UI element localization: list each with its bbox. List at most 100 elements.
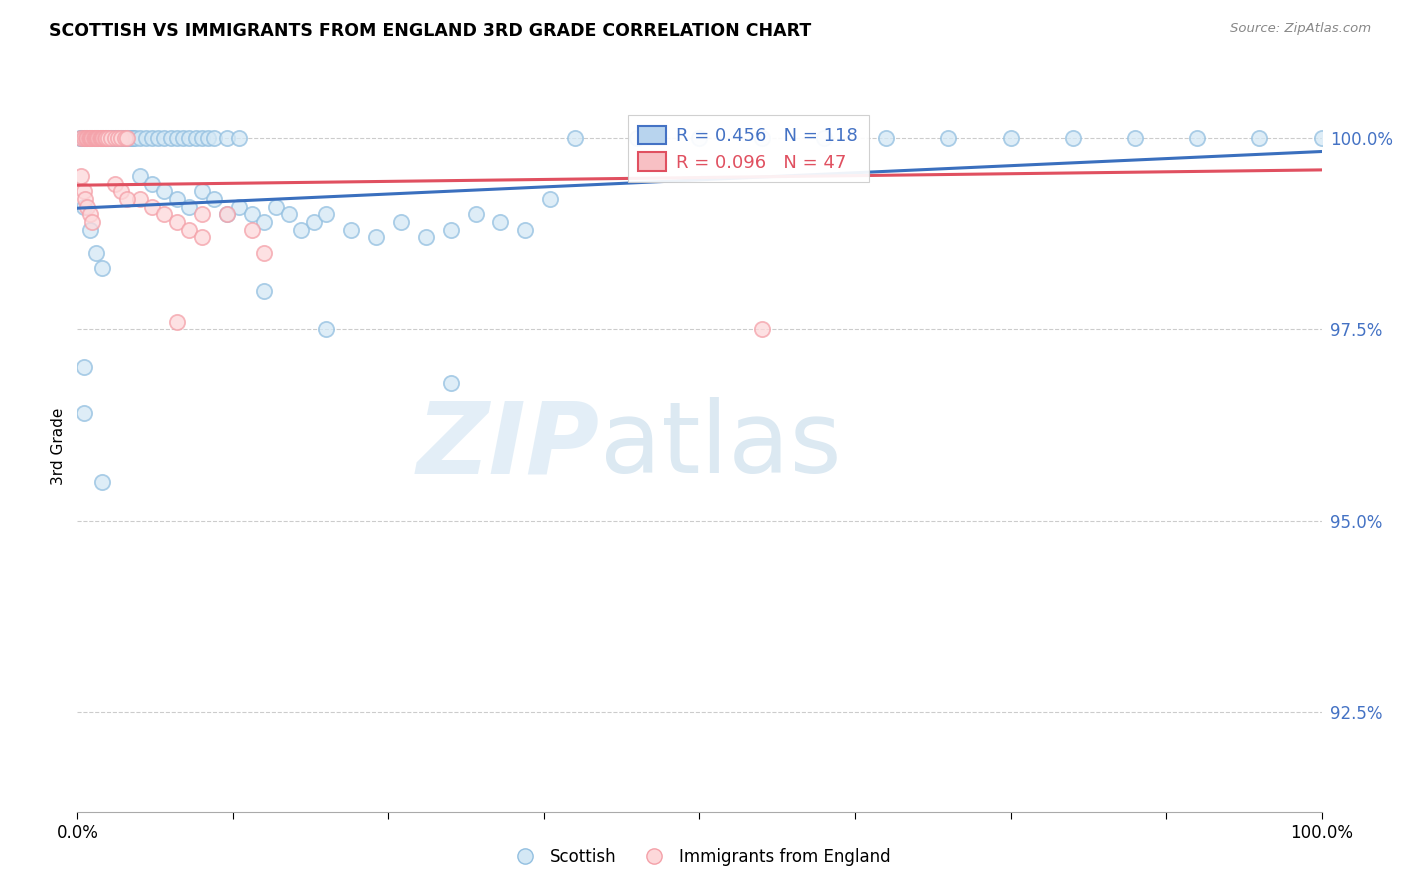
Y-axis label: 3rd Grade: 3rd Grade bbox=[51, 408, 66, 484]
Point bbox=[166, 130, 188, 145]
Point bbox=[87, 130, 110, 145]
Point bbox=[340, 222, 363, 236]
Point bbox=[93, 130, 115, 145]
Point bbox=[626, 130, 648, 145]
Point bbox=[94, 130, 117, 145]
Point bbox=[153, 207, 176, 221]
Point bbox=[120, 130, 142, 145]
Point bbox=[104, 130, 127, 145]
Point bbox=[70, 130, 93, 145]
Point bbox=[489, 215, 512, 229]
Point bbox=[84, 130, 107, 145]
Point bbox=[72, 407, 94, 421]
Point bbox=[128, 130, 150, 145]
Point bbox=[440, 222, 463, 236]
Point bbox=[179, 130, 201, 145]
Point bbox=[153, 130, 176, 145]
Point bbox=[191, 130, 214, 145]
Point bbox=[83, 130, 105, 145]
Point bbox=[364, 230, 387, 244]
Point bbox=[166, 192, 188, 206]
Point bbox=[240, 222, 263, 236]
Point bbox=[86, 130, 108, 145]
Point bbox=[813, 130, 835, 145]
Point bbox=[197, 130, 219, 145]
Point bbox=[191, 207, 214, 221]
Point bbox=[141, 200, 163, 214]
Point bbox=[112, 130, 135, 145]
Point bbox=[253, 215, 276, 229]
Point bbox=[240, 207, 263, 221]
Point bbox=[72, 130, 94, 145]
Point bbox=[202, 192, 225, 206]
Point bbox=[91, 475, 114, 490]
Point bbox=[105, 130, 128, 145]
Point bbox=[79, 130, 101, 145]
Point bbox=[135, 130, 157, 145]
Point bbox=[1249, 130, 1271, 145]
Point bbox=[77, 130, 100, 145]
Point bbox=[191, 185, 214, 199]
Point bbox=[117, 130, 139, 145]
Point bbox=[91, 130, 114, 145]
Point bbox=[166, 314, 188, 328]
Point bbox=[83, 130, 105, 145]
Point bbox=[82, 130, 104, 145]
Point bbox=[253, 245, 276, 260]
Point bbox=[114, 130, 136, 145]
Point bbox=[84, 130, 107, 145]
Point bbox=[215, 207, 238, 221]
Point bbox=[266, 200, 288, 214]
Point bbox=[1062, 130, 1084, 145]
Point bbox=[184, 130, 207, 145]
Point bbox=[86, 130, 108, 145]
Point bbox=[751, 130, 773, 145]
Text: ZIP: ZIP bbox=[418, 398, 600, 494]
Text: atlas: atlas bbox=[600, 398, 842, 494]
Point bbox=[98, 130, 121, 145]
Point bbox=[215, 130, 238, 145]
Point bbox=[90, 130, 112, 145]
Point bbox=[69, 130, 91, 145]
Point bbox=[111, 130, 134, 145]
Point bbox=[277, 207, 299, 221]
Point bbox=[72, 200, 94, 214]
Point bbox=[104, 130, 127, 145]
Point bbox=[115, 130, 138, 145]
Point bbox=[215, 207, 238, 221]
Point bbox=[77, 130, 100, 145]
Point bbox=[228, 130, 250, 145]
Point bbox=[89, 130, 111, 145]
Point bbox=[76, 130, 98, 145]
Point bbox=[97, 130, 120, 145]
Point bbox=[464, 207, 486, 221]
Point bbox=[315, 322, 337, 336]
Point bbox=[70, 169, 93, 183]
Point bbox=[79, 207, 101, 221]
Point bbox=[122, 130, 145, 145]
Point bbox=[79, 130, 101, 145]
Point bbox=[87, 130, 110, 145]
Point bbox=[100, 130, 122, 145]
Point bbox=[91, 130, 114, 145]
Point bbox=[80, 130, 103, 145]
Point bbox=[94, 130, 117, 145]
Point bbox=[121, 130, 143, 145]
Point bbox=[75, 130, 97, 145]
Point bbox=[83, 130, 105, 145]
Point bbox=[290, 222, 312, 236]
Point bbox=[389, 215, 412, 229]
Point bbox=[93, 130, 115, 145]
Point bbox=[107, 130, 129, 145]
Point bbox=[1310, 130, 1333, 145]
Point bbox=[110, 130, 132, 145]
Point bbox=[415, 230, 437, 244]
Point bbox=[107, 130, 129, 145]
Point bbox=[96, 130, 118, 145]
Point bbox=[191, 230, 214, 244]
Point bbox=[72, 185, 94, 199]
Point bbox=[110, 130, 132, 145]
Point bbox=[938, 130, 960, 145]
Point bbox=[115, 130, 138, 145]
Point bbox=[72, 130, 94, 145]
